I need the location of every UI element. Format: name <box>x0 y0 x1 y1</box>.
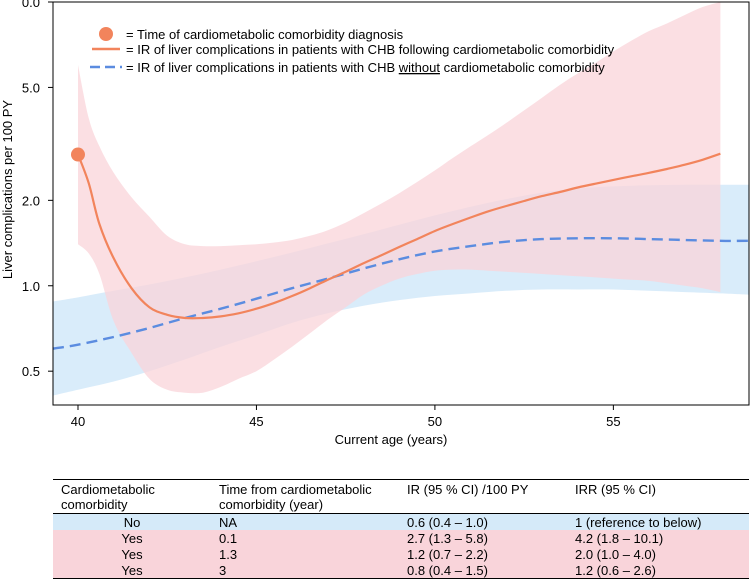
y-tick-label: 5.0 <box>22 80 40 95</box>
cell-comorbidity: Yes <box>53 562 211 579</box>
series-lines <box>53 152 749 350</box>
cell-irr: 1.2 (0.6 – 2.6) <box>567 562 749 579</box>
cell-time: 3 <box>211 562 399 579</box>
legend-label-part: = IR of liver complications in patients … <box>126 42 615 57</box>
cell-time: 1.3 <box>219 546 238 562</box>
legend: = Time of cardiometabolic comorbidity di… <box>90 27 615 75</box>
header-irr: IRR (95 % CI) <box>567 479 749 514</box>
cell-irr: 2.0 (1.0 – 4.0) <box>575 546 656 562</box>
diagnosis-marker <box>70 147 85 162</box>
series-line-without-comorbidity <box>53 236 749 350</box>
cell-ir: 0.6 (0.4 – 1.0) <box>407 514 488 530</box>
summary-table: Cardiometabolic comorbidity Time from ca… <box>53 479 749 579</box>
y-tick-label: 1.0 <box>22 279 40 294</box>
cell-ir: 0.8 (0.4 – 1.5) <box>399 562 567 579</box>
series-line-following-comorbidity <box>76 152 721 320</box>
legend-label: = IR of liver complications in patients … <box>126 60 605 75</box>
axes: 40 45 50 55 0.5 1.0 2.0 5.0 0.0 Current age (year… <box>0 0 750 447</box>
table-header-row: Cardiometabolic comorbidity Time from ca… <box>53 479 749 514</box>
cell-ir: 1.2 (0.7 – 2.2) <box>407 546 488 562</box>
cell-comorbidity: Yes <box>121 546 143 562</box>
table-row: Yes 3 0.8 (0.4 – 1.5) 1.2 (0.6 – 2.6) <box>53 562 749 579</box>
legend-label-emphasis: without <box>398 60 441 75</box>
plot-frame <box>52 1 750 406</box>
x-tick-label: 45 <box>249 414 263 429</box>
table-row: No NA 0.6 (0.4 – 1.0) 1 (reference to be… <box>53 513 749 530</box>
y-axis-label: Liver complications per 100 PY <box>0 100 15 280</box>
header-ir: IR (95 % CI) /100 PY <box>399 479 567 514</box>
cell-irr: 1 (reference to below) <box>575 514 702 530</box>
cell-ir: 2.7 (1.3 – 5.8) <box>407 530 488 546</box>
x-tick-label: 55 <box>606 414 620 429</box>
legend-label-part: = Time of cardiometabolic comorbidity di… <box>126 27 404 42</box>
legend-label-part: cardiometabolic comorbidity <box>440 60 605 75</box>
cell-comorbidity: No <box>123 514 141 530</box>
table-row: Yes 0.1 2.7 (1.3 – 5.8) 4.2 (1.8 – 10.1) <box>53 530 749 546</box>
x-tick-label: 40 <box>71 414 85 429</box>
cell-comorbidity: Yes <box>121 530 143 546</box>
diagnosis-marker-layer <box>70 147 85 162</box>
y-tick-label: 0.5 <box>22 364 40 379</box>
table-row: Yes 1.3 1.2 (0.7 – 2.2) 2.0 (1.0 – 4.0) <box>53 546 749 562</box>
y-tick-label: 2.0 <box>22 193 40 208</box>
cell-time: NA <box>219 514 238 530</box>
cell-time: 0.1 <box>219 530 238 546</box>
legend-label-part: = IR of liver complications in patients … <box>126 60 399 75</box>
header-time-from-comorbidity: Time from cardiometabolic comorbidity (y… <box>211 479 399 514</box>
legend-label: = IR of liver complications in patients … <box>126 42 615 57</box>
header-comorbidity: Cardiometabolic comorbidity <box>53 479 211 514</box>
legend-label: = Time of cardiometabolic comorbidity di… <box>126 27 404 42</box>
chart: 40 45 50 55 0.5 1.0 2.0 5.0 0.0 Current age (year… <box>0 0 750 447</box>
ci-band-following-comorbidity <box>78 2 721 394</box>
legend-marker-diagnosis <box>99 27 113 41</box>
x-tick-label: 50 <box>428 414 442 429</box>
x-axis-label: Current age (years) <box>335 432 448 447</box>
cell-irr: 4.2 (1.8 – 10.1) <box>575 530 664 546</box>
y-tick-label: 0.0 <box>22 0 40 10</box>
